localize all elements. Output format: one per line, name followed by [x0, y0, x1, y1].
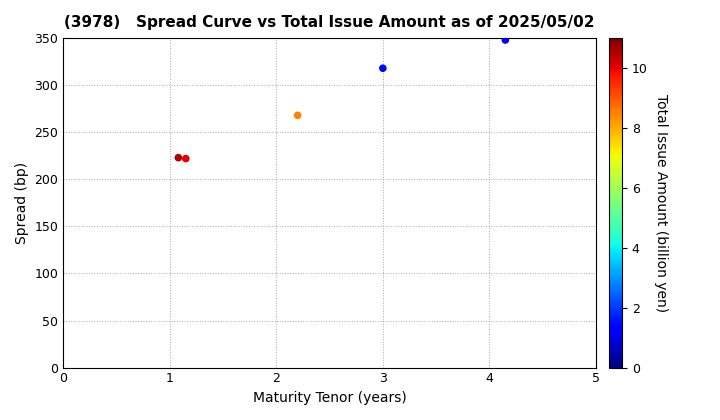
Point [292, 112, 303, 119]
Point [500, 37, 511, 43]
Y-axis label: Spread (bp): Spread (bp) [15, 162, 29, 244]
Title: (3978)   Spread Curve vs Total Issue Amount as of 2025/05/02: (3978) Spread Curve vs Total Issue Amoun… [64, 15, 595, 30]
Point [377, 65, 389, 71]
X-axis label: Maturity Tenor (years): Maturity Tenor (years) [253, 391, 407, 405]
Point [180, 155, 192, 162]
Y-axis label: Total Issue Amount (billion yen): Total Issue Amount (billion yen) [654, 94, 668, 312]
Point [173, 154, 184, 161]
